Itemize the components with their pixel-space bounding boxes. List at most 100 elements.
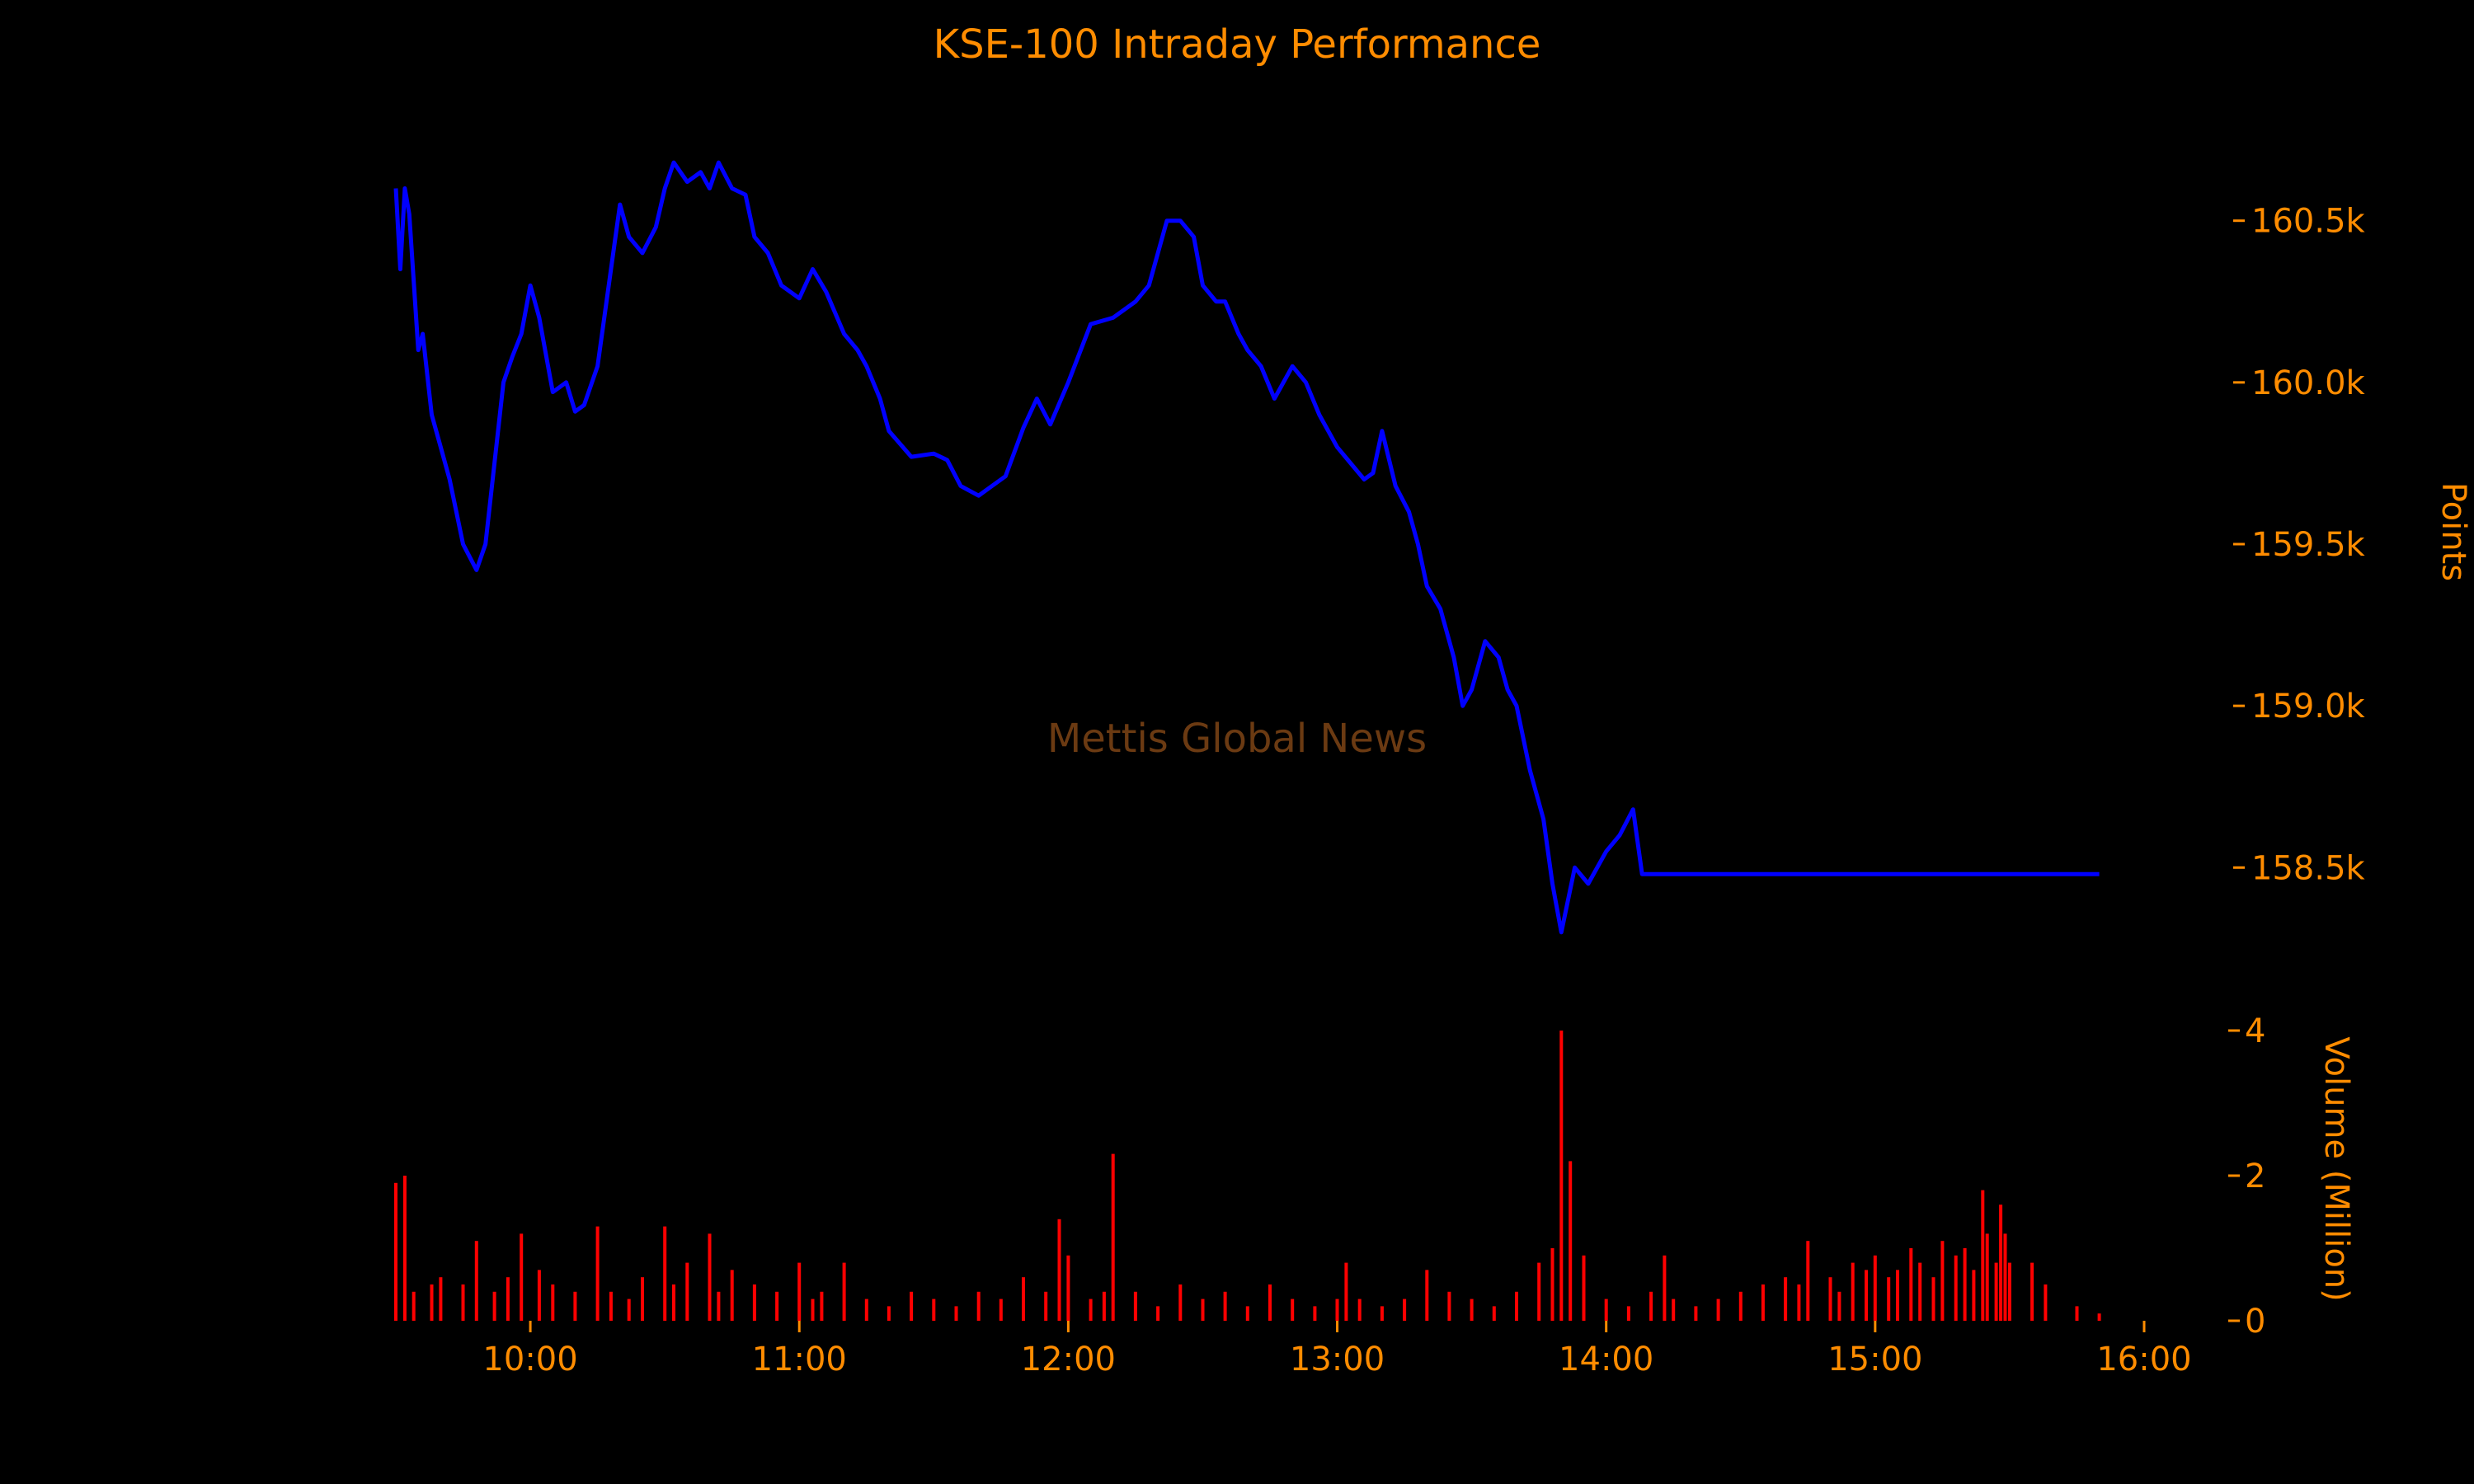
volume-bar <box>1178 1284 1183 1321</box>
volume-bar <box>1896 1270 1899 1321</box>
volume-bar <box>1981 1190 1985 1321</box>
volume-bar <box>1954 1255 1958 1321</box>
volume-bar <box>1156 1306 1160 1321</box>
volume-bar <box>797 1262 802 1321</box>
volume-bar <box>1672 1298 1676 1321</box>
volume-bar <box>1089 1298 1093 1321</box>
x-tick-label: 16:00 <box>2096 1341 2191 1378</box>
volume-bar <box>932 1298 936 1321</box>
volume-bar <box>474 1241 478 1321</box>
price-y-axis-label: Points <box>2434 482 2472 581</box>
volume-bar <box>708 1233 712 1321</box>
volume-bar <box>976 1291 981 1321</box>
volume-bar <box>430 1284 434 1321</box>
volume-bar <box>2044 1284 2048 1321</box>
volume-series <box>394 1031 2101 1321</box>
price-y-axis: 158.5k 159.0k 159.5k 160.0k 160.5k <box>2233 203 2366 887</box>
volume-bar <box>1582 1255 1586 1321</box>
volume-bar <box>627 1298 631 1321</box>
volume-bar <box>999 1298 1003 1321</box>
volume-bar <box>1909 1248 1913 1321</box>
volume-bar <box>1972 1270 1976 1321</box>
volume-y-axis: 0 2 4 <box>2228 1012 2265 1341</box>
price-y-tick-label: 159.0k <box>2251 688 2366 726</box>
volume-bar <box>1403 1298 1407 1321</box>
volume-bar <box>1291 1298 1295 1321</box>
volume-bar <box>1931 1277 1935 1321</box>
volume-bar <box>1797 1284 1801 1321</box>
volume-bar <box>461 1284 465 1321</box>
volume-bar <box>1963 1248 1967 1321</box>
volume-bar <box>1447 1291 1451 1321</box>
volume-bar <box>1828 1277 1832 1321</box>
volume-bar <box>2075 1306 2079 1321</box>
volume-bar <box>1738 1291 1743 1321</box>
volume-bar <box>820 1291 824 1321</box>
volume-bar <box>1133 1291 1137 1321</box>
volume-y-axis-label: Volume (Million) <box>2317 1036 2355 1301</box>
volume-bar <box>2030 1262 2034 1321</box>
volume-bar <box>1044 1291 1048 1321</box>
chart-title: KSE-100 Intraday Performance <box>934 21 1541 68</box>
volume-bar <box>1066 1255 1070 1321</box>
volume-bar <box>752 1284 756 1321</box>
volume-y-tick-label: 0 <box>2245 1303 2265 1341</box>
volume-bar <box>1201 1298 1205 1321</box>
volume-bar <box>910 1291 914 1321</box>
volume-bar <box>1550 1248 1554 1321</box>
volume-bar <box>1761 1284 1765 1321</box>
price-y-tick-label: 159.5k <box>2251 526 2366 564</box>
volume-bar <box>1515 1291 1518 1321</box>
volume-bar <box>1111 1153 1115 1321</box>
volume-bar <box>1716 1298 1720 1321</box>
volume-bar <box>492 1291 496 1321</box>
volume-bar <box>506 1277 510 1321</box>
volume-bar <box>1380 1306 1384 1321</box>
x-tick-label: 10:00 <box>482 1341 577 1378</box>
volume-bar <box>1569 1161 1573 1321</box>
volume-bar <box>775 1291 779 1321</box>
volume-bar <box>672 1284 675 1321</box>
volume-bar <box>1425 1270 1429 1321</box>
volume-bar <box>595 1226 600 1321</box>
volume-bar <box>1245 1306 1249 1321</box>
price-y-tick-label: 158.5k <box>2251 849 2366 887</box>
volume-bar <box>685 1262 689 1321</box>
volume-bar <box>551 1284 555 1321</box>
volume-y-tick-label: 2 <box>2245 1158 2265 1195</box>
volume-bar <box>1918 1262 1922 1321</box>
volume-bar <box>394 1182 397 1321</box>
volume-bar <box>2003 1233 2007 1321</box>
volume-bar <box>641 1277 644 1321</box>
x-tick-label: 12:00 <box>1021 1341 1116 1378</box>
x-tick-label: 15:00 <box>1827 1341 1922 1378</box>
volume-bar <box>402 1176 407 1321</box>
volume-bar <box>1873 1255 1877 1321</box>
volume-bar <box>1994 1262 1998 1321</box>
volume-bar <box>717 1291 721 1321</box>
volume-bar <box>1865 1270 1868 1321</box>
volume-bar <box>2007 1262 2011 1321</box>
x-tick-label: 11:00 <box>752 1341 847 1378</box>
price-line <box>393 160 2100 935</box>
volume-bar <box>1784 1277 1788 1321</box>
volume-bar <box>1649 1291 1653 1321</box>
volume-bar <box>1268 1284 1272 1321</box>
volume-bar <box>1985 1233 1989 1321</box>
volume-bar <box>2097 1313 2101 1321</box>
volume-bar <box>1057 1219 1061 1321</box>
volume-bar <box>1559 1031 1564 1321</box>
volume-bar <box>1887 1277 1891 1321</box>
volume-bar <box>811 1298 815 1321</box>
volume-bar <box>1492 1306 1496 1321</box>
volume-bar <box>609 1291 613 1321</box>
volume-bar <box>730 1270 734 1321</box>
volume-bar <box>1335 1298 1339 1321</box>
volume-bar <box>573 1291 577 1321</box>
volume-bar <box>537 1270 541 1321</box>
volume-bar <box>1537 1262 1541 1321</box>
volume-bar <box>412 1291 416 1321</box>
volume-bar <box>1806 1241 1810 1321</box>
volume-bar <box>1470 1298 1474 1321</box>
volume-bar <box>864 1298 868 1321</box>
